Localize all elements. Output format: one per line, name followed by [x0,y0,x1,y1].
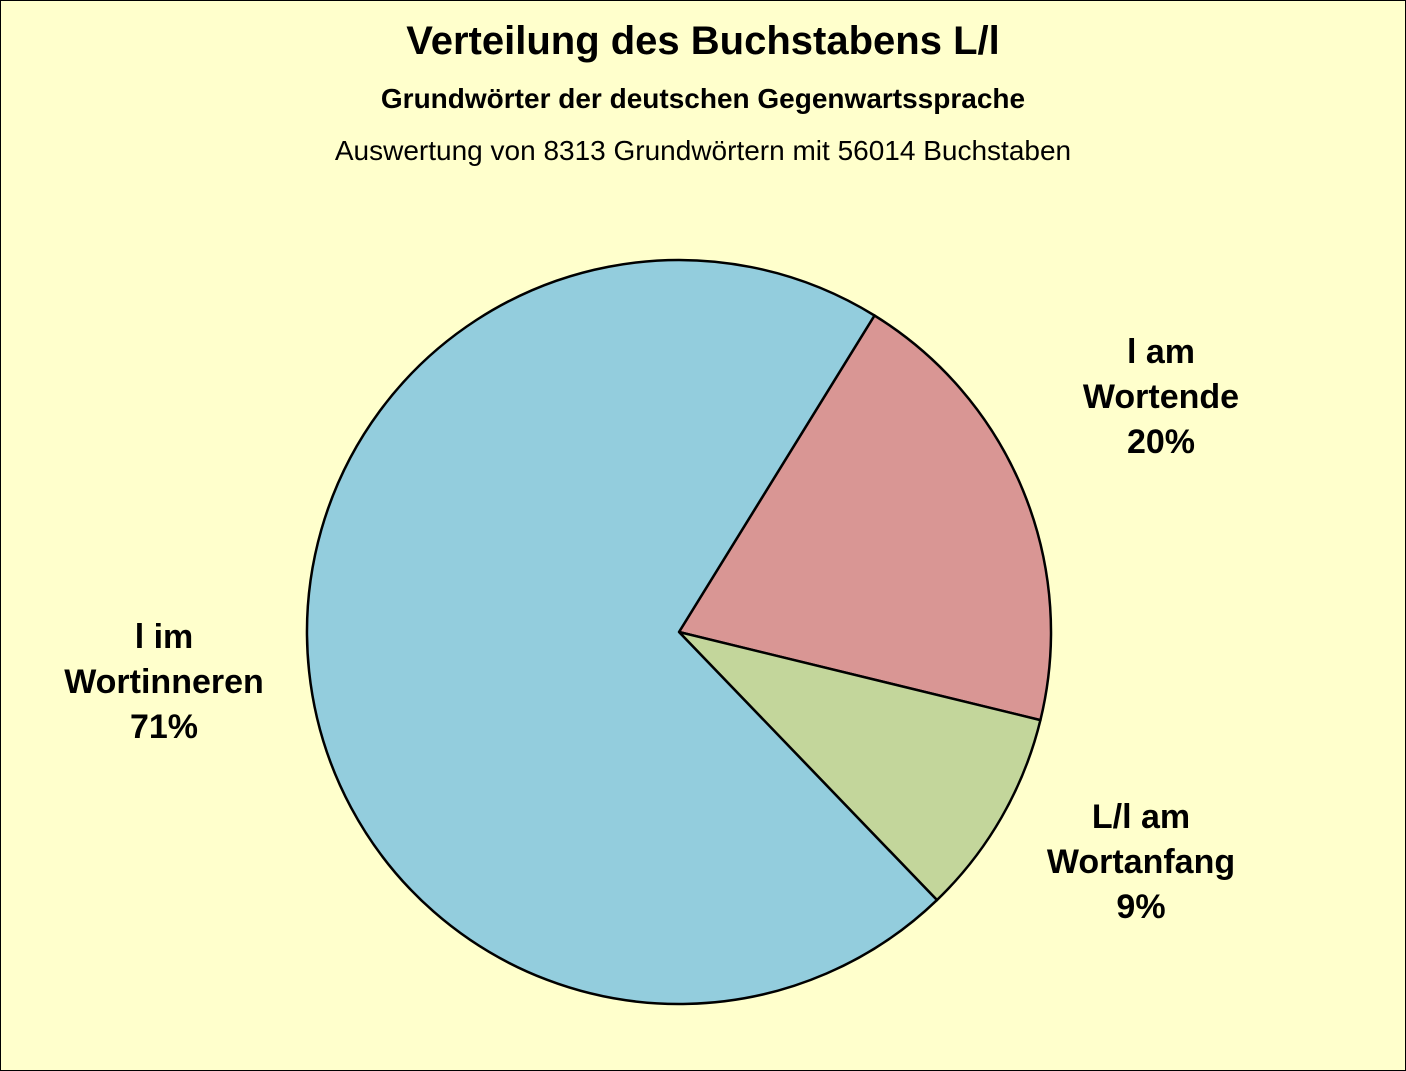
chart-subtitle: Grundwörter der deutschen Gegenwartsspra… [380,83,1026,114]
chart-title: Verteilung des Buchstabens L/l [406,19,1000,63]
slice-wortinneren [305,258,939,1006]
slice-value-label: 71% [129,708,199,746]
slice-value-label: 20% [1126,423,1196,461]
chart-note: Auswertung von 8313 Grundwörtern mit 560… [334,135,1072,166]
slice-label-line: Wortanfang [1046,843,1236,881]
slice-label-line: l im [134,618,194,656]
slice-label-wortinneren: l im Wortinneren 71% [4,615,324,750]
slice-wortende [677,314,1053,722]
slice-label-line: L/l am [1091,798,1191,836]
slice-label-line: Wortinneren [64,663,264,701]
slice-label-line: l am [1126,333,1196,371]
slice-label-wortanfang: L/l am Wortanfang 9% [981,795,1301,930]
slice-label-line: Wortende [1082,378,1240,416]
slice-label-wortende: l am Wortende 20% [1001,330,1321,465]
slice-value-label: 9% [1116,888,1166,926]
slice-wortanfang [677,630,1042,902]
